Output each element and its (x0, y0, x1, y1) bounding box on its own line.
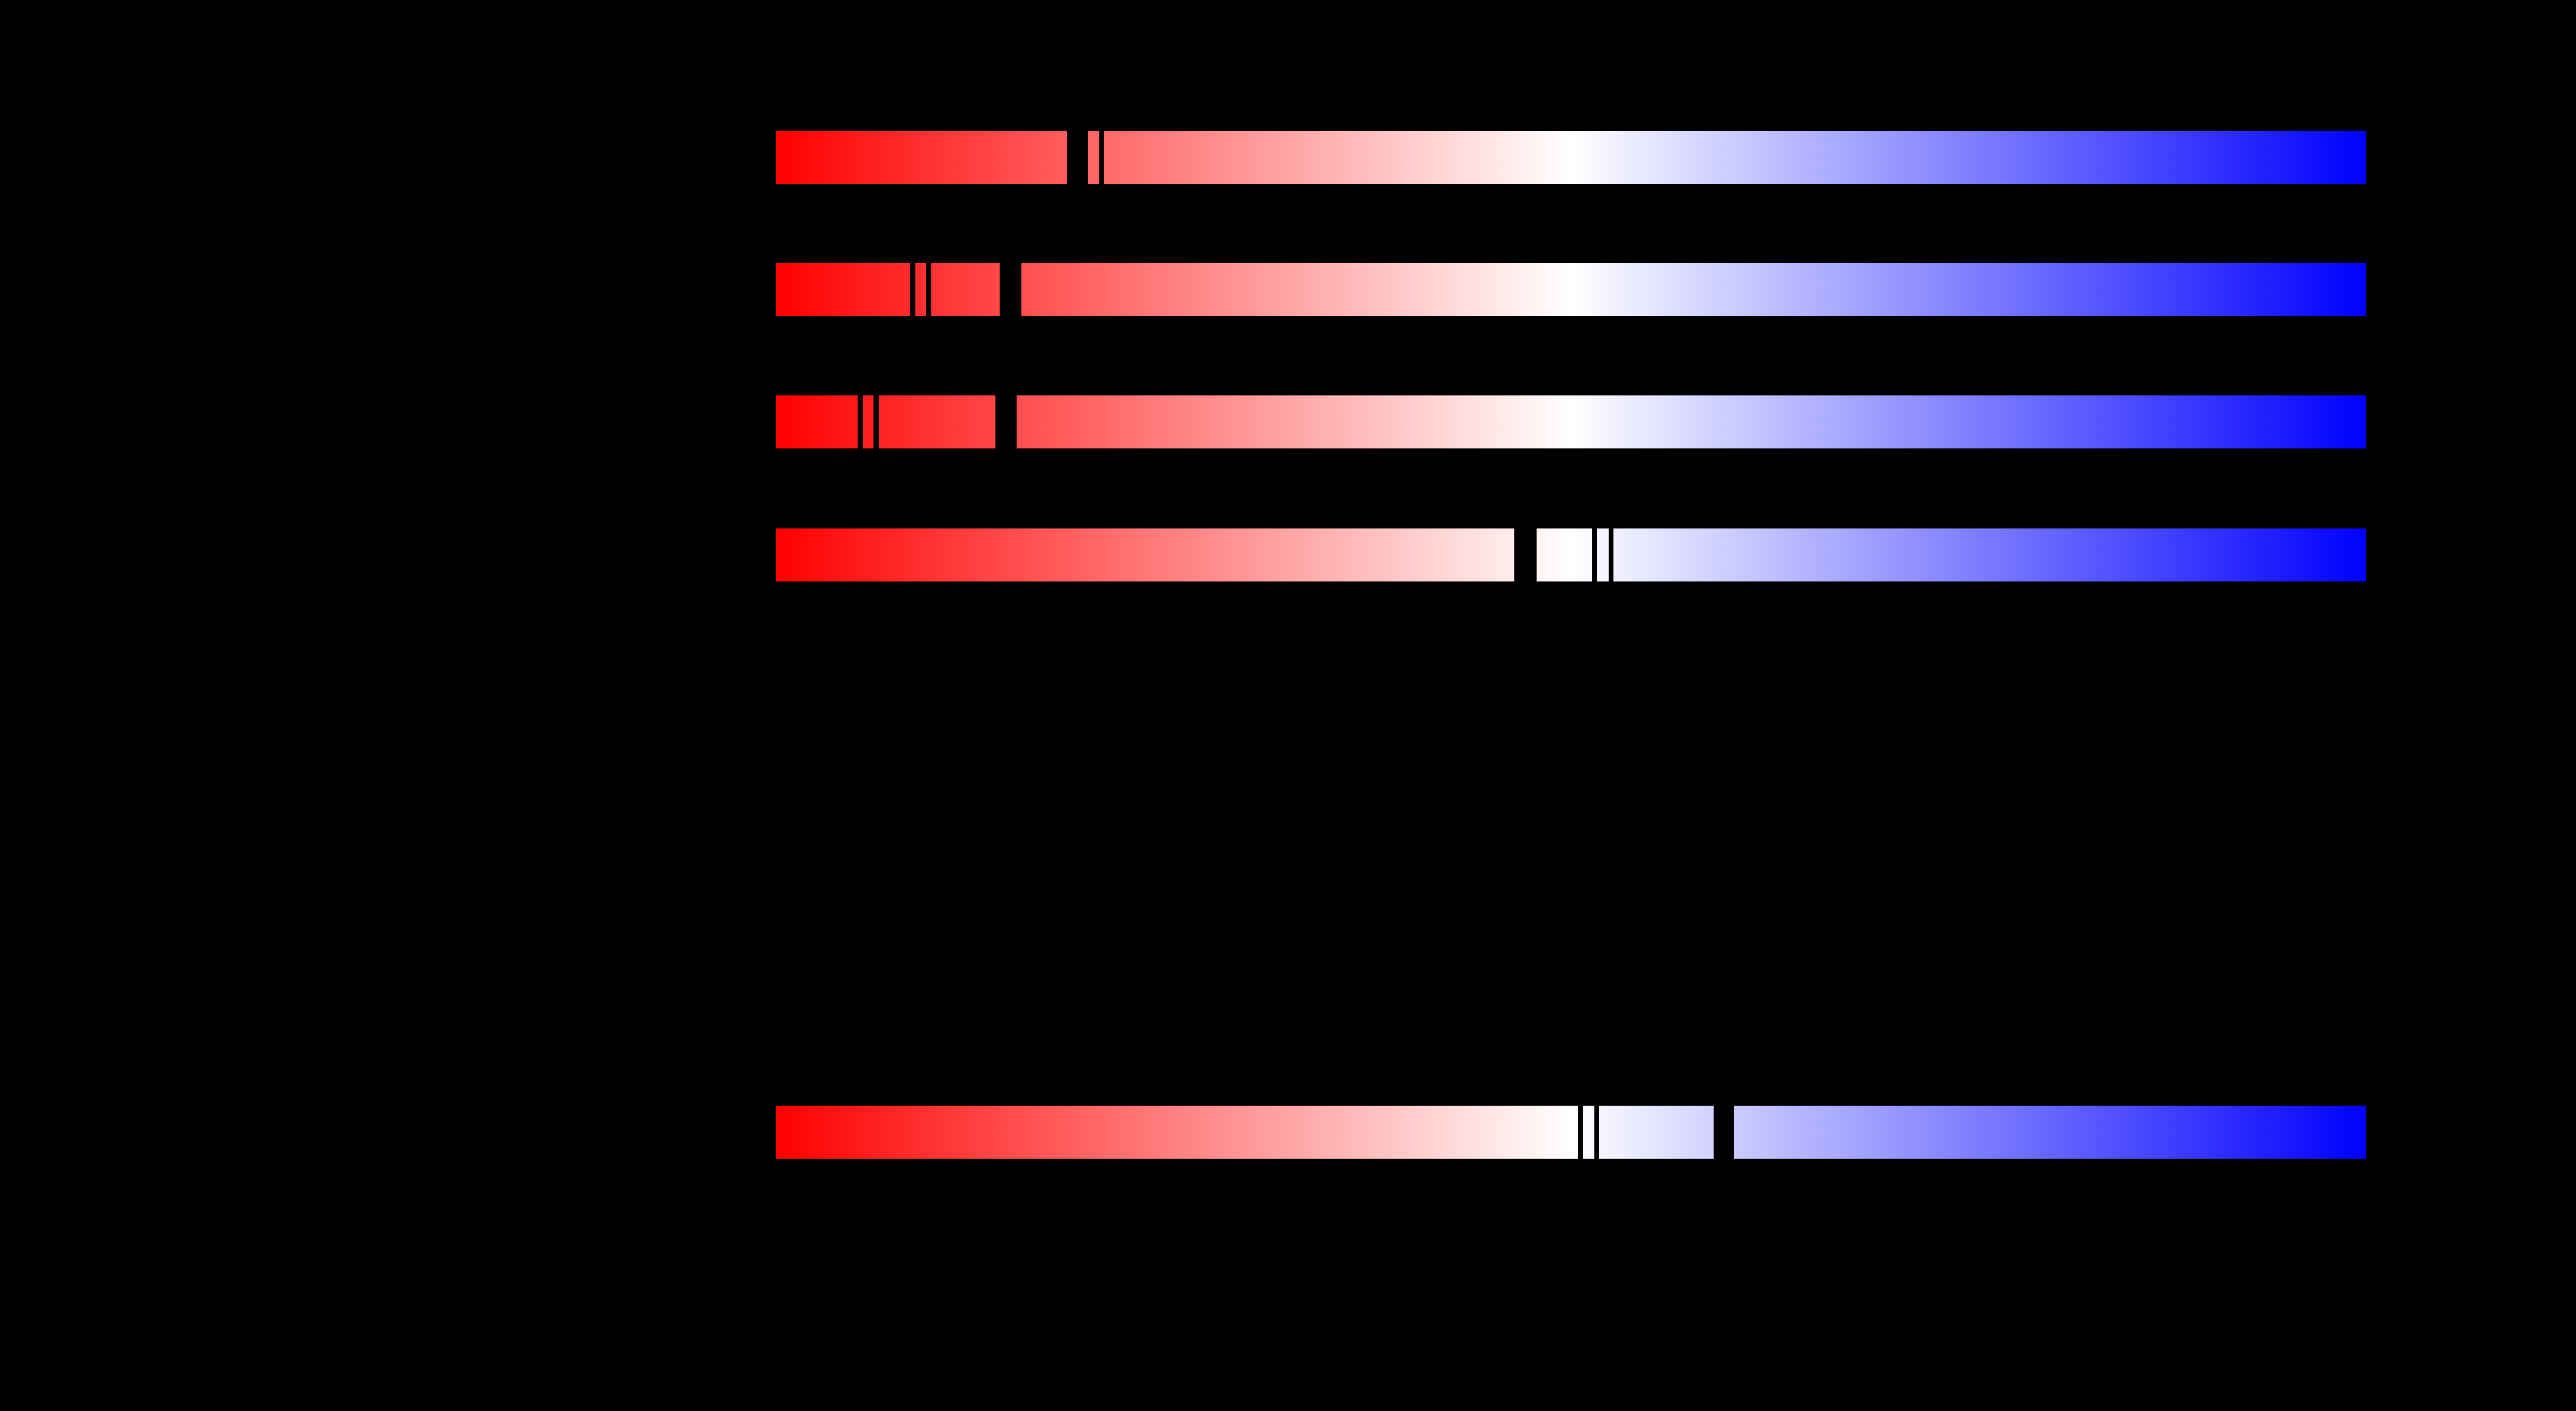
bar-5-gap-2 (1594, 1105, 1599, 1159)
bar-5-gap-1 (1578, 1105, 1583, 1159)
gradient-bar-5 (776, 1105, 2366, 1159)
gradient-bar-4 (776, 528, 2366, 582)
bar-4-gap-1 (1514, 528, 1537, 582)
gradient-bar-1 (776, 130, 2366, 184)
bar-1-gap-2 (1099, 130, 1104, 184)
bar-3-gap-1 (858, 395, 863, 449)
bar-4-gap-3 (1609, 528, 1613, 582)
bar-2-gap-3 (1000, 262, 1021, 316)
bar-3-gap-2 (874, 395, 879, 449)
bar-5-gap-3 (1714, 1105, 1734, 1159)
bar-2-gap-2 (926, 262, 931, 316)
bar-2-gap-1 (910, 262, 915, 316)
gradient-bar-3 (776, 395, 2366, 449)
bar-3-gap-3 (995, 395, 1017, 449)
bar-1-gap-1 (1067, 130, 1088, 184)
bar-4-gap-2 (1592, 528, 1597, 582)
gradient-bar-2 (776, 262, 2366, 316)
